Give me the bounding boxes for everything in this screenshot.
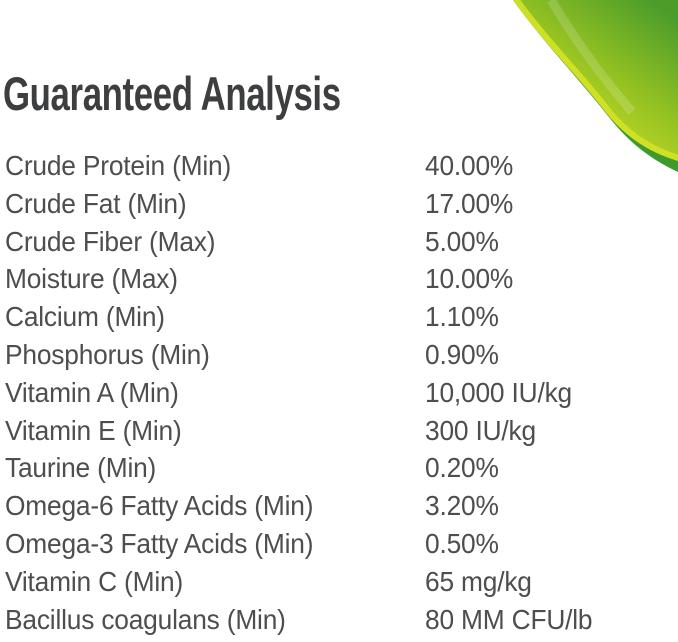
nutrient-label: Crude Fat (Min)	[5, 187, 187, 219]
nutrient-value: 300 IU/kg	[425, 414, 536, 446]
nutrient-value: 80 MM CFU/lb	[425, 603, 593, 635]
table-row: Omega-6 Fatty Acids (Min) 3.20%	[0, 487, 678, 525]
table-row: Crude Fat (Min) 17.00%	[0, 185, 678, 223]
table-row: Vitamin C (Min) 65 mg/kg	[0, 563, 678, 601]
nutrient-label: Omega-3 Fatty Acids (Min)	[5, 527, 314, 559]
nutrient-value: 10.00%	[425, 263, 514, 295]
nutrient-label: Phosphorus (Min)	[5, 338, 210, 370]
table-row: Crude Protein (Min) 40.00%	[0, 147, 678, 185]
nutrient-label: Crude Protein (Min)	[5, 150, 232, 181]
nutrient-label: Vitamin E (Min)	[5, 414, 182, 446]
nutrient-label: Vitamin A (Min)	[5, 376, 179, 408]
nutrient-label: Bacillus coagulans (Min)	[5, 603, 286, 635]
table-row: Bacillus coagulans (Min) 80 MM CFU/lb	[0, 601, 678, 639]
nutrient-label: Taurine (Min)	[5, 452, 157, 484]
nutrient-value: 5.00%	[425, 225, 499, 257]
nutrient-value: 40.00%	[425, 150, 514, 181]
table-row: Taurine (Min) 0.20%	[0, 449, 678, 487]
table-row: Calcium (Min) 1.10%	[0, 298, 678, 336]
table-row: Phosphorus (Min) 0.90%	[0, 336, 678, 374]
table-row: Crude Fiber (Max) 5.00%	[0, 223, 678, 261]
nutrient-value: 0.90%	[425, 338, 499, 370]
nutrient-value: 1.10%	[425, 301, 499, 333]
nutrient-label: Moisture (Max)	[5, 263, 178, 295]
page-title: Guaranteed Analysis	[3, 67, 341, 120]
nutrient-value: 0.50%	[425, 527, 499, 559]
nutrient-value: 3.20%	[425, 490, 499, 522]
guaranteed-analysis-table: Crude Protein (Min) 40.00% Crude Fat (Mi…	[0, 147, 678, 638]
nutrient-value: 10,000 IU/kg	[425, 376, 572, 408]
table-row: Vitamin A (Min) 10,000 IU/kg	[0, 374, 678, 412]
table-row: Moisture (Max) 10.00%	[0, 260, 678, 298]
nutrient-value: 65 mg/kg	[425, 565, 532, 597]
nutrient-label: Crude Fiber (Max)	[5, 225, 216, 257]
nutrient-value: 17.00%	[425, 187, 514, 219]
table-row: Vitamin E (Min) 300 IU/kg	[0, 412, 678, 450]
swoosh-edge-highlight	[513, 0, 678, 161]
swoosh-body	[513, 0, 678, 161]
nutrient-label: Calcium (Min)	[5, 301, 165, 333]
nutrient-label: Omega-6 Fatty Acids (Min)	[5, 490, 314, 522]
swoosh-inner-sheen	[547, 0, 636, 115]
nutrient-value: 0.20%	[425, 452, 499, 484]
nutrient-label: Vitamin C (Min)	[5, 565, 184, 597]
table-row: Omega-3 Fatty Acids (Min) 0.50%	[0, 525, 678, 563]
